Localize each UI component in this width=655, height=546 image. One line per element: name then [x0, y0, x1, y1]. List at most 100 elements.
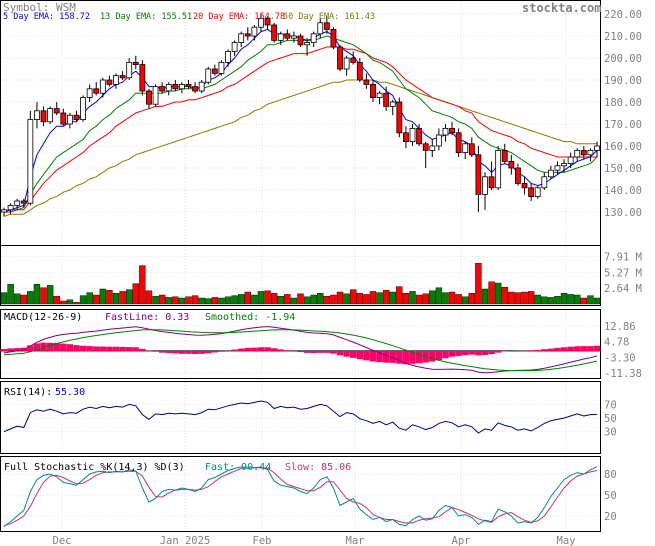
- candle: [119, 71, 126, 80]
- macd-histogram-bar: [297, 350, 304, 353]
- volume-bar: [211, 297, 219, 305]
- symbol-label: Symbol: WSM: [3, 1, 76, 14]
- macd-histogram-bar: [448, 350, 456, 357]
- candle: [482, 172, 488, 210]
- macd-histogram-bar: [323, 350, 331, 353]
- candle: [396, 97, 403, 138]
- macd-histogram-bar: [363, 350, 370, 361]
- candle-body: [396, 101, 403, 134]
- macd-histogram-bar: [580, 346, 588, 351]
- candle: [587, 148, 594, 162]
- month-label: Mar: [346, 535, 365, 546]
- macd-histogram-bar: [205, 350, 212, 354]
- candle-body: [244, 33, 251, 37]
- candle: [580, 146, 587, 160]
- volume-bar: [336, 291, 344, 305]
- candle-body: [34, 110, 40, 121]
- ema20-line: [4, 46, 597, 213]
- candle: [594, 141, 600, 157]
- volume-bar: [73, 302, 80, 305]
- candle-body: [73, 114, 80, 120]
- volume-bar: [501, 287, 508, 305]
- macd-histogram-bar: [112, 346, 120, 351]
- month-label: Feb: [253, 535, 272, 546]
- volume-bar: [20, 294, 27, 305]
- volume-bar: [165, 297, 172, 305]
- macd-histogram-bar: [343, 350, 350, 357]
- candle: [515, 163, 521, 186]
- candle-body: [462, 143, 469, 154]
- volume-bar: [382, 290, 390, 305]
- volume-bar: [93, 294, 100, 305]
- candle-body: [389, 101, 396, 107]
- volume-bar: [251, 294, 258, 305]
- macd-histogram-bar: [152, 350, 159, 352]
- volume-bar: [303, 296, 311, 305]
- stoch-tick-label: 80: [604, 469, 617, 481]
- price-tick-label: 130.00: [604, 207, 642, 219]
- candle-body: [119, 75, 126, 79]
- candle-body: [554, 165, 561, 171]
- candle: [488, 161, 495, 190]
- volume-tick-label: 5.27 M: [604, 267, 642, 279]
- candle: [73, 110, 80, 122]
- macd-histogram-bar: [402, 350, 410, 365]
- candle: [152, 84, 159, 107]
- volume-bar: [560, 293, 568, 305]
- candle: [541, 172, 548, 190]
- volume-bar: [290, 297, 298, 305]
- volume-bar: [488, 281, 495, 305]
- candle: [389, 99, 396, 116]
- candle-body: [330, 28, 337, 48]
- candle: [468, 137, 475, 157]
- candle-body: [66, 114, 73, 125]
- candle-body: [40, 110, 47, 123]
- candle: [561, 159, 567, 173]
- volume-bar: [86, 292, 93, 305]
- stoch-label: Full Stochastic %K(14,3) %D(3): [4, 462, 185, 473]
- volume-bar: [389, 291, 396, 305]
- volume-bar: [448, 291, 456, 305]
- macd-histogram-bar: [593, 345, 601, 351]
- candle: [40, 106, 47, 127]
- candle-body: [521, 182, 528, 189]
- candle: [60, 108, 67, 127]
- volume-bar: [442, 292, 449, 305]
- volume-bar: [297, 293, 304, 305]
- candle-body: [132, 62, 139, 66]
- macd-histogram-bar: [20, 347, 27, 351]
- candle: [409, 124, 416, 146]
- volume-bar: [541, 296, 548, 305]
- macd-histogram-bar: [488, 350, 495, 355]
- candle: [297, 33, 304, 47]
- candle-body: [251, 26, 258, 37]
- volume-bar: [310, 294, 317, 305]
- volume-bar: [7, 284, 14, 305]
- macd-histogram-bar: [494, 350, 502, 353]
- candle-body: [416, 127, 423, 145]
- macd-histogram-bar: [435, 350, 443, 360]
- candle: [455, 128, 462, 157]
- macd-histogram-bar: [198, 350, 205, 354]
- candle: [178, 82, 185, 94]
- price-series: [1, 14, 600, 217]
- volume-tick-label: 7.91 M: [604, 252, 642, 264]
- candle-body: [304, 42, 310, 46]
- volume-bar: [205, 298, 212, 305]
- volume-tick-label: 2.64 M: [604, 283, 642, 295]
- volume-bar: [567, 294, 574, 305]
- macd-histogram-bar: [310, 350, 317, 354]
- macd-histogram-bar: [53, 342, 60, 351]
- macd-histogram-bar: [475, 350, 482, 356]
- macd-histogram-bar: [369, 350, 377, 362]
- macd-histogram-bar: [231, 349, 238, 351]
- rsi-tick-label: 50: [604, 413, 617, 425]
- candle-body: [343, 57, 350, 70]
- candle-body: [7, 204, 14, 211]
- macd-histogram-bar: [270, 348, 278, 351]
- volume-bar: [514, 292, 522, 305]
- candle: [139, 60, 146, 96]
- volume-bar: [587, 295, 594, 305]
- candle-body: [449, 127, 455, 134]
- candle-body: [231, 42, 238, 52]
